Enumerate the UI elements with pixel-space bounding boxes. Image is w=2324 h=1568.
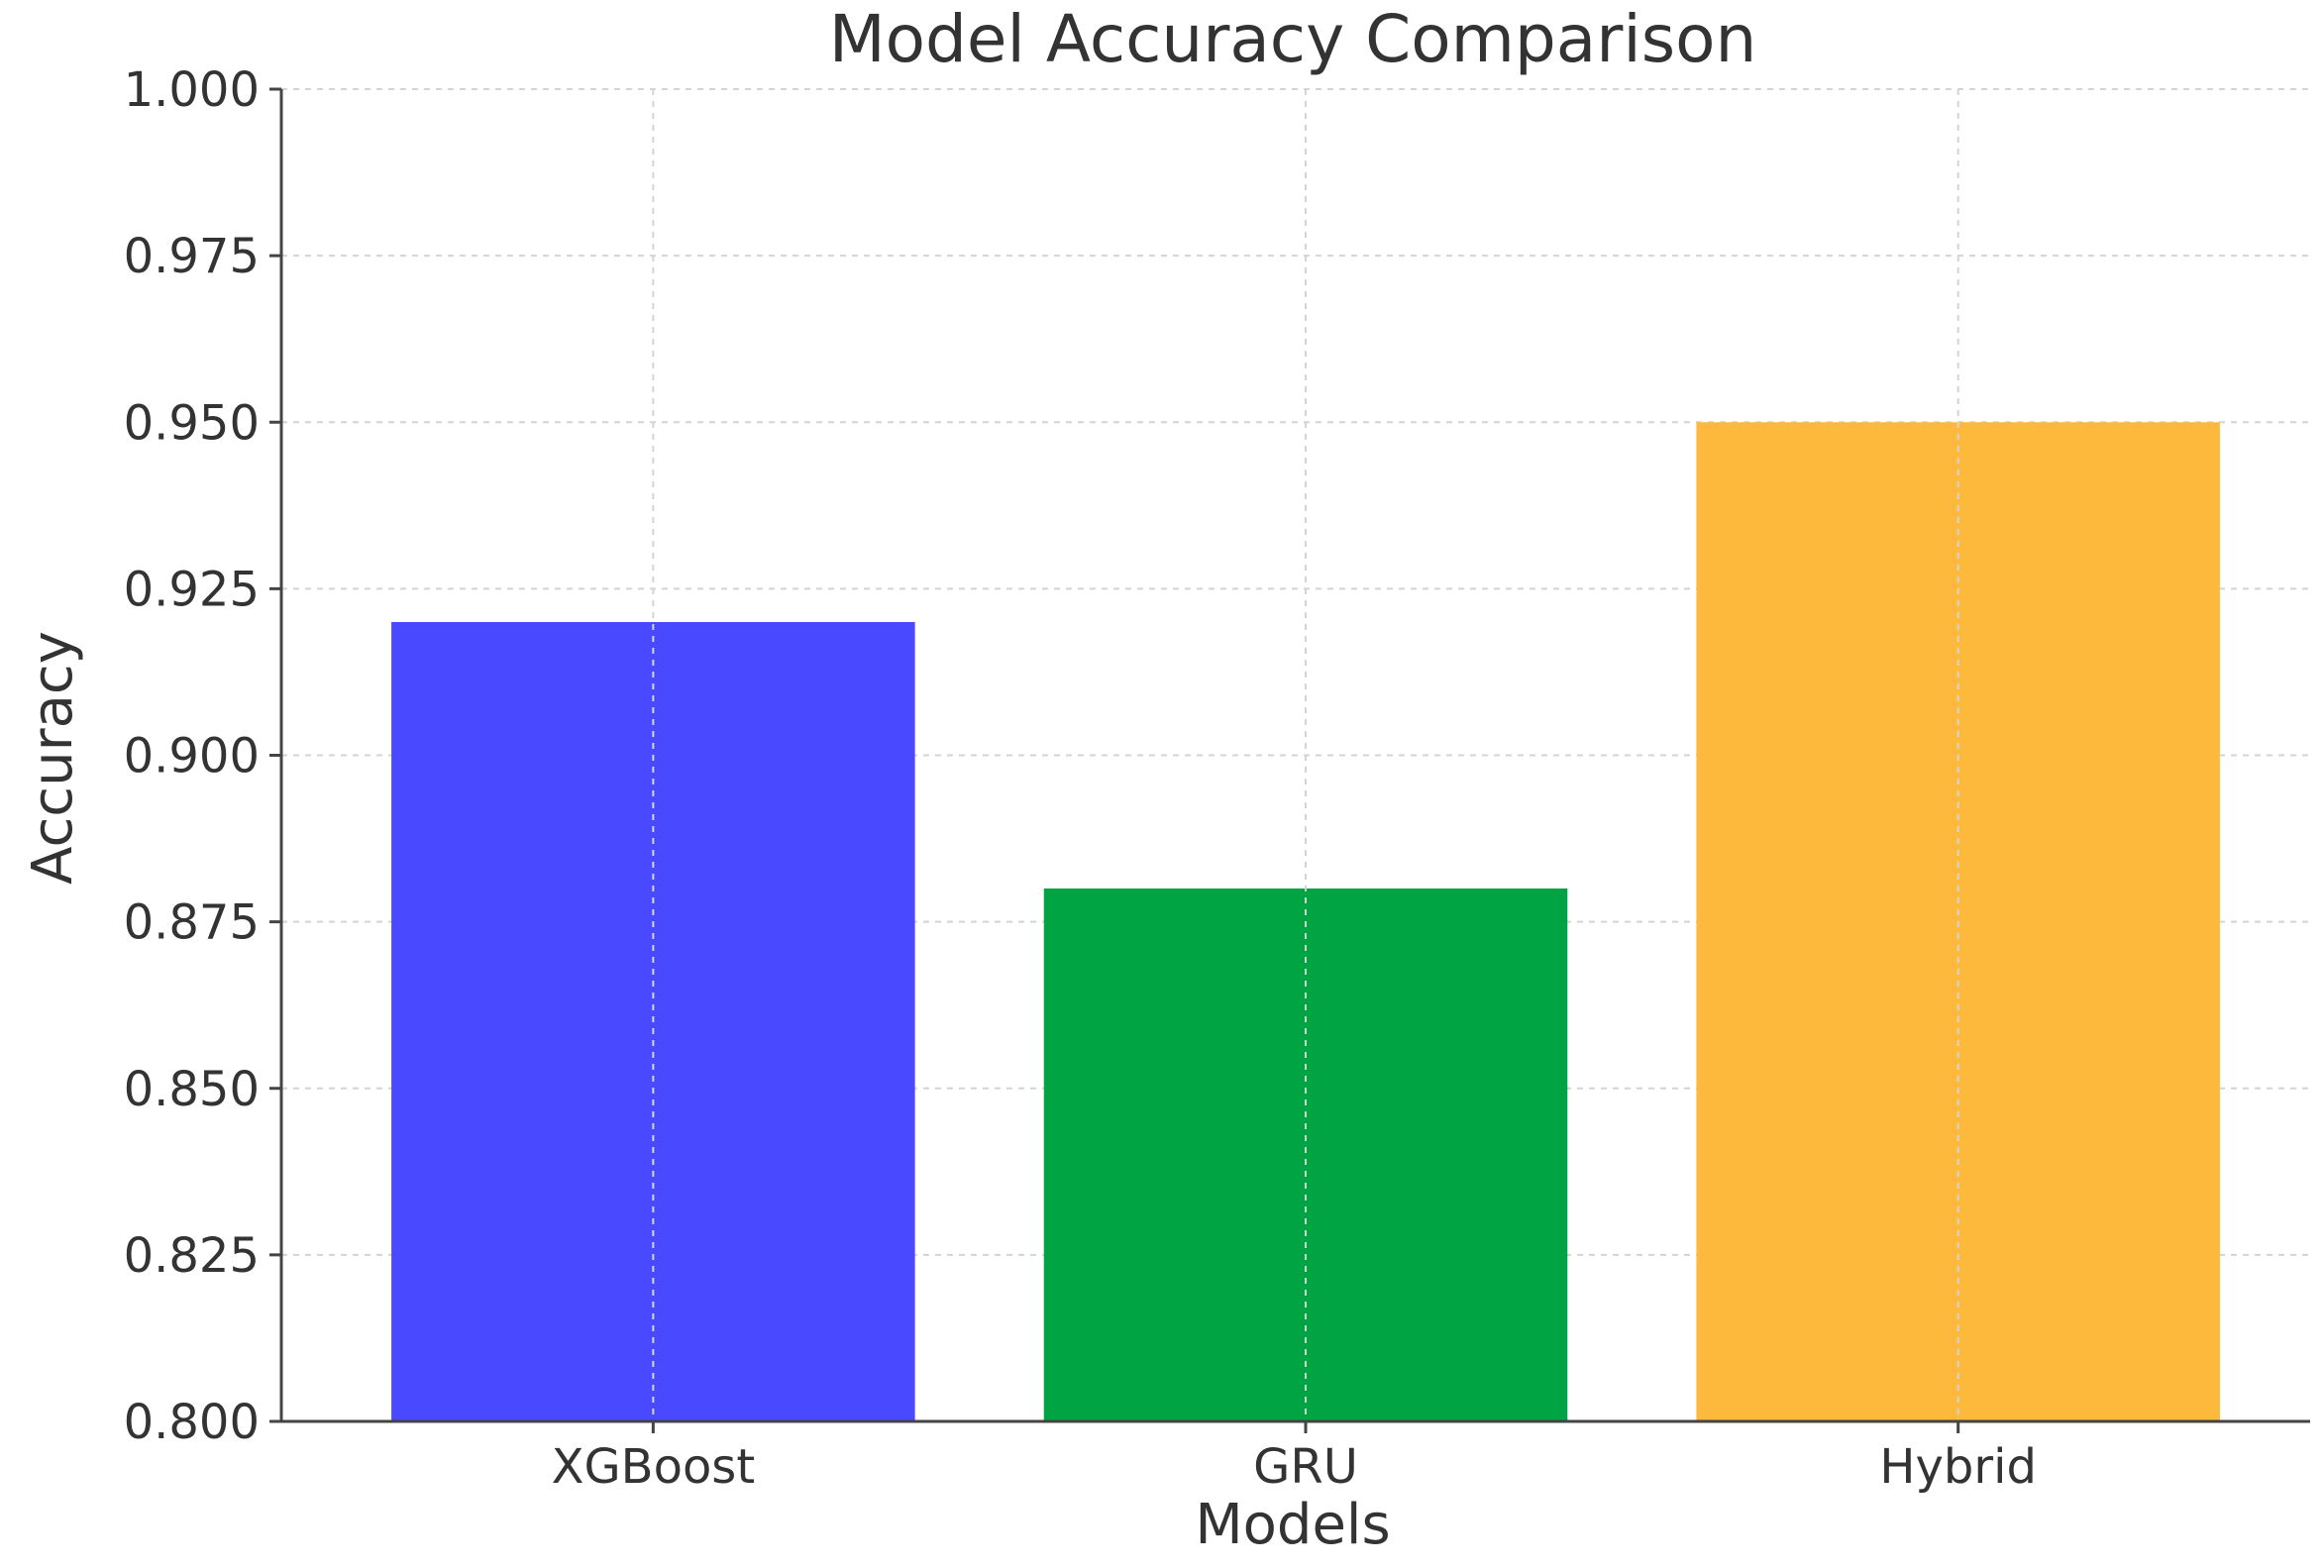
y-tick-label: 0.975: [124, 229, 260, 284]
y-axis-label: Accuracy: [21, 631, 85, 885]
y-tick-label: 0.900: [124, 729, 260, 784]
y-tick-label: 0.950: [124, 395, 260, 451]
y-tick-label: 0.825: [124, 1228, 260, 1284]
x-tick-label: XGBoost: [552, 1439, 756, 1495]
y-tick-label: 1.000: [124, 62, 260, 118]
y-tick-label: 0.875: [124, 895, 260, 951]
bar-gru: [1043, 889, 1568, 1421]
y-tick-label: 0.800: [124, 1395, 260, 1450]
ticks-layer: 0.800 0.825 0.850 0.875 0.900 0.925 0.950 0.975…: [124, 62, 2037, 1495]
y-tick-label: 0.850: [124, 1062, 260, 1117]
chart-title: Model Accuracy Comparison: [829, 1, 1757, 77]
x-tick-label: GRU: [1253, 1439, 1358, 1495]
x-grid-layer: [652, 89, 1959, 1421]
y-tick-label: 0.925: [124, 562, 260, 617]
x-axis-label: Models: [1195, 1493, 1390, 1557]
x-tick-label: Hybrid: [1879, 1439, 2037, 1495]
